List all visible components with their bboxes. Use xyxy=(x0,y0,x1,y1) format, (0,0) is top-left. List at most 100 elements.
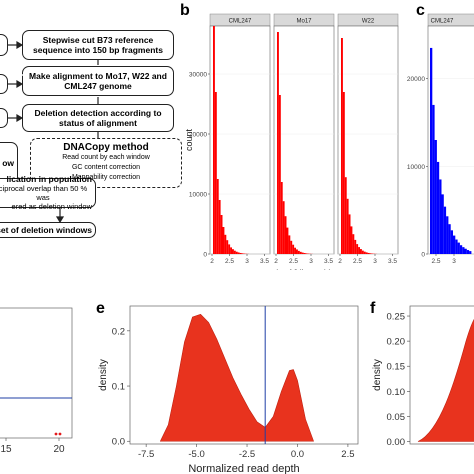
chart-d-xtick: 20 xyxy=(53,444,65,455)
chart-b-xtick: 3 xyxy=(309,258,313,265)
chart-b-bar xyxy=(222,227,225,254)
chart-b-bar xyxy=(352,234,355,254)
chart-c-bar xyxy=(450,230,453,254)
chart-b-bar xyxy=(235,251,238,254)
chart-b-bar xyxy=(363,251,366,254)
dnacopy-title: DNACopy method xyxy=(63,142,149,153)
chart-b-bar xyxy=(233,250,236,254)
panel-label-c: c xyxy=(416,2,425,19)
chart-b-bar xyxy=(303,253,306,254)
flow-step-status: Deletion detection according to status o… xyxy=(22,104,174,132)
chart-b-bar xyxy=(224,234,227,254)
chart-e-density: 0.0 0.1 0.2 -7.5 -5.0 -2.5 0.0 2.5 Normalized re… xyxy=(98,305,359,474)
chart-b-bar xyxy=(360,249,362,254)
panel-label-b: b xyxy=(180,2,190,19)
chart-e-xtick: 2.5 xyxy=(341,449,354,460)
chart-b-bar xyxy=(239,252,242,254)
chart-b-bar xyxy=(369,253,372,254)
chart-b-bar xyxy=(341,38,343,254)
chart-e-xtick: 0.0 xyxy=(291,449,304,460)
chart-b-bar xyxy=(277,32,279,254)
chart-b-bar xyxy=(296,249,298,254)
chart-b-bar xyxy=(358,247,360,254)
chart-c-facet-label: CML247 xyxy=(431,19,454,25)
chart-b-xtick: 2 xyxy=(210,258,214,265)
chart-c-bar xyxy=(434,140,437,254)
chart-e-xtick: -5.0 xyxy=(188,449,204,460)
chart-b-bar xyxy=(228,244,231,254)
chart-c-bar xyxy=(430,47,433,254)
chart-c-bar xyxy=(432,104,435,254)
flow-arrows xyxy=(8,40,99,224)
chart-e-ylabel: density xyxy=(98,359,109,391)
chart-b-facet-label-cml247: CML247 xyxy=(229,19,252,25)
chart-f-ytick: 0.15 xyxy=(387,362,406,373)
chart-b-bar xyxy=(290,240,293,254)
chart-e-ytick: 0.2 xyxy=(112,326,125,337)
chart-c-xtick: 2.5 xyxy=(431,258,440,265)
chart-e-density-area xyxy=(159,314,314,442)
chart-b-bar xyxy=(342,92,345,254)
chart-b-bar xyxy=(226,240,229,254)
chart-d-partial: 15 20 xyxy=(0,307,73,455)
chart-d-panel-bg xyxy=(0,307,73,439)
flow-step-final-set: set of deletion windows xyxy=(0,222,96,238)
chart-b-xtick: 3 xyxy=(245,258,249,265)
chart-b-bar xyxy=(280,182,283,254)
chart-d-xtick: 15 xyxy=(0,444,12,455)
chart-e-xtick: -7.5 xyxy=(138,449,154,460)
chart-c-bar xyxy=(448,224,451,254)
chart-b-bar xyxy=(346,198,349,254)
chart-b-histogram: 0 10000 20000 30000 count CML247 2 2.5 3 3.5 Mo17 2… xyxy=(184,13,399,270)
chart-b-xtick: 2.5 xyxy=(353,258,362,265)
chart-c-bar xyxy=(462,247,465,254)
chart-c-histogram: 0 10000 20000 CML247 2.5 3 xyxy=(407,13,474,265)
flow-step-cut-reference: Stepwise cut B73 reference sequence into… xyxy=(22,30,174,60)
chart-e-xlabel: Normalized read depth xyxy=(188,463,299,474)
chart-b-bar xyxy=(354,239,357,254)
chart-c-bar xyxy=(446,216,449,254)
chart-b-bar xyxy=(299,251,302,254)
chart-b-ytick: 0 xyxy=(203,252,207,259)
chart-e-ytick: 0.0 xyxy=(112,437,125,448)
chart-b-bar xyxy=(288,235,291,254)
chart-b-xtick: 3.5 xyxy=(324,258,333,265)
dnacopy-line-mappability: Mappability correction xyxy=(71,174,141,181)
chart-b-bar xyxy=(350,226,353,254)
chart-c-bar xyxy=(436,161,440,254)
panel-label-f: f xyxy=(370,300,376,317)
chart-b-bar xyxy=(284,216,287,254)
chart-c-bar xyxy=(466,250,470,254)
flow-step-detect xyxy=(0,0,6,2)
chart-b-bar xyxy=(292,244,295,254)
chart-e-ytick: 0.1 xyxy=(112,382,125,393)
chart-b-bar xyxy=(286,227,289,254)
chart-b-xtick: 3.5 xyxy=(388,258,397,265)
chart-b-xtick: 3.5 xyxy=(260,258,269,265)
chart-b-bar xyxy=(237,252,240,254)
chart-f-ylabel: density xyxy=(372,359,383,391)
chart-c-bar xyxy=(441,194,444,254)
chart-b-bar xyxy=(218,200,221,254)
chart-b-bar xyxy=(305,253,308,254)
chart-c-ytick: 20000 xyxy=(407,76,425,83)
chart-c-bar xyxy=(464,248,467,254)
chart-b-ylabel: count xyxy=(184,128,194,151)
chart-b-bar xyxy=(356,244,359,254)
panel-label-e: e xyxy=(96,300,105,317)
chart-f-ytick: 0.20 xyxy=(387,337,406,348)
chart-b-ytick: 20000 xyxy=(189,132,207,139)
chart-c-bar xyxy=(455,239,458,254)
chart-f-ytick: 0.00 xyxy=(387,437,406,448)
dnacopy-line-gc: GC content correction xyxy=(71,164,141,171)
chart-c-bar xyxy=(469,251,472,254)
chart-b-facet-label-mo17: Mo17 xyxy=(296,19,312,25)
chart-b-bar xyxy=(294,247,296,254)
chart-b-xtick: 2.5 xyxy=(289,258,298,265)
chart-f-ytick: 0.25 xyxy=(387,312,406,323)
chart-b-bar xyxy=(214,92,217,254)
chart-b-xtick: 2.5 xyxy=(225,258,234,265)
chart-f-ytick: 0.05 xyxy=(387,412,406,423)
chart-c-ytick: 10000 xyxy=(407,164,425,171)
chart-c-bar xyxy=(439,179,442,254)
